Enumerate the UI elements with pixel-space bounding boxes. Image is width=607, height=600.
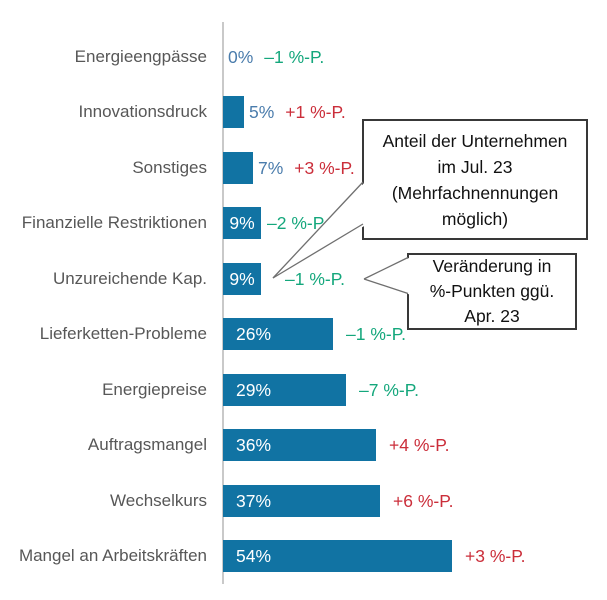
bar: 26%	[223, 318, 333, 350]
value-label-inside: 54%	[236, 545, 272, 566]
bar-area: 54% +3 %-P.	[223, 540, 525, 572]
bar: 36%	[223, 429, 376, 461]
value-label-outside: 7%	[258, 157, 284, 178]
annotation-line: (Mehrfachnennungen	[391, 182, 559, 203]
bar-area: 26% –1 %-P.	[223, 318, 406, 350]
bar-area: 9% –1 %-P.	[223, 263, 345, 295]
bar: 37%	[223, 485, 380, 517]
delta-label: –1 %-P.	[264, 46, 325, 67]
delta-label: –2 %-P.	[267, 212, 327, 233]
annotation-line: Veränderung in	[432, 256, 552, 276]
value-label-inside: 36%	[236, 434, 272, 455]
bar: 9%	[223, 263, 261, 295]
value-label-inside: 26%	[236, 323, 272, 344]
value-label-outside: 5%	[249, 101, 275, 122]
value-label-inside: 9%	[229, 268, 255, 289]
annotation-line: im Jul. 23	[437, 156, 513, 177]
delta-label: +3 %-P.	[294, 157, 355, 178]
category-label: Auftragsmangel	[87, 435, 207, 454]
category-label: Finanzielle Restriktionen	[21, 213, 207, 232]
bar-area: 29% –7 %-P.	[223, 374, 419, 406]
bar: 9%	[223, 207, 261, 239]
annotation-line: Apr. 23	[464, 306, 520, 326]
bar-area: 9% –2 %-P.	[223, 207, 327, 239]
delta-label: –7 %-P.	[359, 379, 419, 400]
bar	[223, 96, 244, 128]
bar	[223, 152, 253, 184]
category-label: Wechselkurs	[110, 491, 207, 510]
chart-row: Auftragsmangel 36% +4 %-P.	[0, 429, 607, 461]
delta-label: +3 %-P.	[465, 545, 526, 566]
chart-row: Energiepreise 29% –7 %-P.	[0, 374, 607, 406]
chart-row: Wechselkurs 37% +6 %-P.	[0, 485, 607, 517]
annotation-line: Anteil der Unternehmen	[382, 130, 568, 151]
value-label-outside: 0%	[228, 46, 254, 67]
category-label: Lieferketten-Probleme	[39, 324, 207, 343]
bar-area: 36% +4 %-P.	[223, 429, 449, 461]
chart-row: Mangel an Arbeitskräften 54% +3 %-P.	[0, 540, 607, 572]
annotation-share-of-companies: Anteil der Unternehmen im Jul. 23 (Mehrf…	[362, 119, 588, 240]
category-label: Energiepreise	[102, 380, 207, 399]
delta-label: +4 %-P.	[389, 434, 450, 455]
category-label: Innovationsdruck	[78, 102, 207, 121]
chart-row: Energieengpässe 0% –1 %-P.	[0, 41, 607, 73]
bar: 54%	[223, 540, 452, 572]
category-label: Energieengpässe	[74, 47, 207, 66]
delta-label: –1 %-P.	[346, 323, 406, 344]
category-label: Sonstiges	[132, 158, 207, 177]
delta-label: +6 %-P.	[393, 490, 454, 511]
category-label: Mangel an Arbeitskräften	[18, 546, 207, 565]
bar-area: 5% +1 %-P.	[223, 96, 346, 128]
value-label-inside: 37%	[236, 490, 272, 511]
chart-row: Sonstiges 7% +3 %-P.	[0, 152, 607, 184]
bar-area: 37% +6 %-P.	[223, 485, 453, 517]
bar-area: 0% –1 %-P.	[223, 41, 324, 73]
y-axis-line	[222, 22, 224, 584]
category-label: Unzureichende Kap.	[52, 269, 207, 288]
value-label-inside: 9%	[229, 212, 255, 233]
annotation-line: %-Punkten ggü.	[429, 281, 555, 301]
annotation-change-vs-apr: Veränderung in %-Punkten ggü. Apr. 23	[407, 253, 577, 330]
delta-label: +1 %-P.	[285, 101, 346, 122]
chart-row: Lieferketten-Probleme 26% –1 %-P.	[0, 318, 607, 350]
annotation-line: möglich)	[441, 208, 509, 229]
bar: 29%	[223, 374, 346, 406]
chart-row: Innovationsdruck 5% +1 %-P.	[0, 96, 607, 128]
value-label-inside: 29%	[236, 379, 272, 400]
bar-area: 7% +3 %-P.	[223, 152, 355, 184]
delta-label: –1 %-P.	[285, 268, 345, 289]
